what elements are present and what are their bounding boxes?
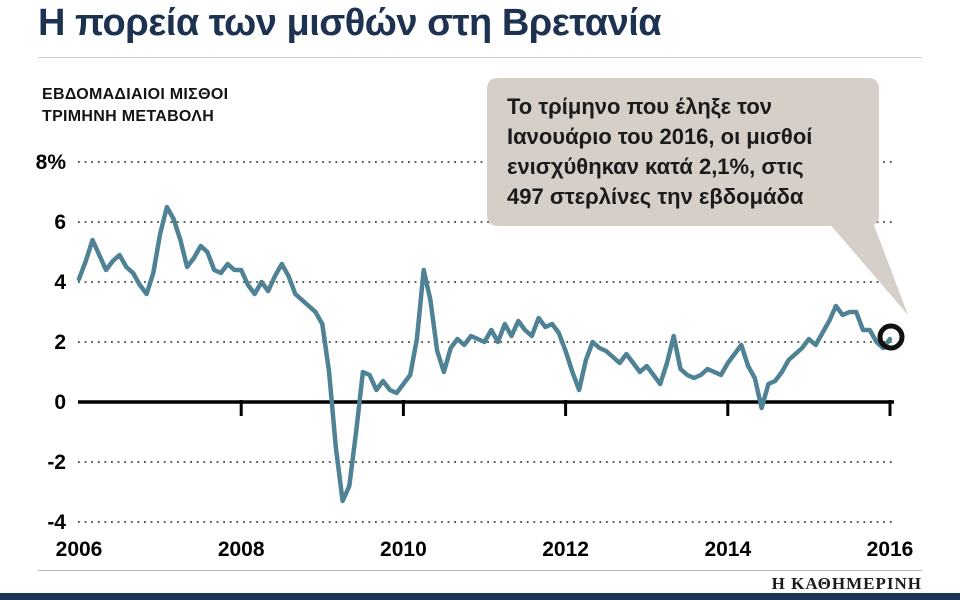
y-axis-label: 6: [54, 211, 66, 234]
latest-point-marker: [877, 323, 905, 351]
title-divider: [38, 57, 922, 58]
y-axis-label: 0: [54, 391, 66, 414]
x-axis-label: 2008: [218, 538, 265, 561]
y-axis-label: -4: [47, 511, 66, 534]
footer-bar: [0, 593, 960, 600]
y-axis-label: -2: [47, 451, 66, 474]
subtitle-line-2: ΤΡΙΜΗΝΗ ΜΕΤΑΒΟΛΗ: [42, 108, 215, 125]
chart-title: Η πορεία των μισθών στη Βρετανία: [38, 2, 662, 44]
x-axis-label: 2014: [704, 538, 751, 561]
wage-line-series: [76, 204, 893, 504]
subtitle-line-1: ΕΒΔΟΜΑΔΙΑΙΟΙ ΜΙΣΘΟΙ: [42, 86, 229, 103]
x-axis-label: 2006: [56, 538, 103, 561]
callout-line-4: 497 στερλίνες την εβδομάδα: [507, 184, 804, 209]
newspaper-logo: Η ΚΑΘΗΜΕΡΙΝΗ: [771, 574, 922, 593]
y-axis-label: 4: [54, 271, 66, 294]
x-axis-label: 2010: [380, 538, 427, 561]
y-axis-label: 8%: [36, 151, 67, 174]
footer-divider: [38, 570, 922, 571]
x-axis-label: 2016: [867, 538, 914, 561]
x-axis-label: 2012: [542, 538, 589, 561]
callout-line-1: Το τρίμηνο που έληξε τον: [507, 94, 772, 119]
y-axis-label: 2: [54, 331, 66, 354]
chart-subtitle: ΕΒΔΟΜΑΔΙΑΙΟΙ ΜΙΣΘΟΙ ΤΡΙΜΗΝΗ ΜΕΤΑΒΟΛΗ: [42, 84, 228, 128]
callout-line-3: ενισχύθηκαν κατά 2,1%, στις: [507, 154, 804, 179]
callout-bubble: Το τρίμηνο που έληξε τον Ιανουάριο του 2…: [487, 78, 879, 226]
callout-line-2: Ιανουάριο του 2016, οι μισθοί: [507, 124, 813, 149]
